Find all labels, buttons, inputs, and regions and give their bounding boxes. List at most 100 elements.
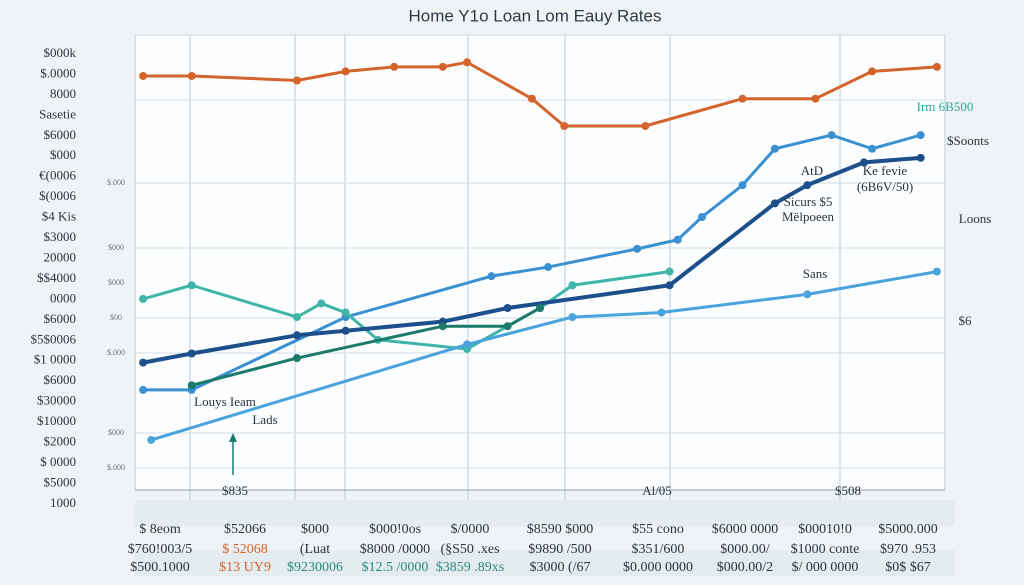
table-cell: $0$ $67: [885, 560, 931, 575]
annotation: (6B6V/50): [857, 179, 913, 194]
point: [803, 290, 812, 299]
table-cell: $760!003/5: [128, 542, 193, 557]
point: [341, 67, 350, 76]
point: [738, 181, 747, 190]
point: [438, 322, 447, 331]
table-cell: $55 cono: [632, 522, 684, 537]
annotation: Al/05: [642, 483, 672, 498]
table-cell: $ 52068: [222, 542, 268, 557]
inner-label: $.000: [107, 463, 125, 472]
point: [665, 267, 674, 276]
table-cell: $9890 /500: [528, 542, 591, 557]
y-label: $3000: [44, 229, 77, 244]
point: [139, 71, 148, 80]
table-cell: $0.000 0000: [623, 560, 693, 575]
point: [544, 263, 553, 272]
table-cell: $9230006: [287, 560, 343, 575]
table-cell: $351/600: [632, 542, 685, 557]
y-label: €(0006: [39, 168, 76, 183]
y-label: $000k: [44, 45, 77, 60]
point: [341, 308, 350, 317]
point: [187, 71, 196, 80]
inner-label: $000: [108, 243, 124, 252]
point: [536, 304, 544, 312]
point: [932, 62, 941, 71]
annotation: Ke fevie: [863, 163, 908, 178]
annotation: $508: [835, 483, 861, 498]
y-label: $1 0000: [34, 352, 76, 367]
point: [527, 94, 536, 103]
annotation: Sicurs $5: [784, 194, 833, 209]
point: [827, 131, 836, 140]
point: [293, 76, 301, 85]
annotation: $835: [222, 483, 248, 498]
table-cell: $8000 /0000: [360, 542, 430, 557]
table-cell: $970 .953: [880, 542, 936, 557]
table-cell: $000: [301, 522, 329, 537]
table-cell: $6000 0000: [712, 522, 779, 537]
table-cell: $3859 .89xs: [436, 560, 504, 575]
point: [916, 153, 925, 162]
point: [187, 281, 196, 290]
point: [770, 199, 779, 208]
y-label: Sasetie: [39, 106, 76, 121]
point: [293, 331, 301, 340]
table-cell: $5000.000: [878, 522, 938, 537]
y-label: $5000: [44, 474, 77, 489]
inner-label: $.000: [107, 348, 125, 357]
inner-label: $000: [108, 428, 124, 437]
table-cell: $12.5 /0000: [362, 560, 429, 575]
table-cell: $000.00/: [720, 542, 770, 557]
table-cell: $/0000: [451, 522, 490, 537]
table-cell: $52066: [224, 522, 266, 537]
point: [438, 62, 447, 71]
table-cell: (Luat: [300, 542, 330, 557]
point: [463, 340, 472, 349]
point: [568, 281, 577, 290]
point: [868, 144, 877, 153]
y-label: $6000: [44, 127, 77, 142]
table-cell: $1000 conte: [791, 542, 860, 557]
point: [503, 304, 512, 312]
annotation: Lads: [252, 412, 277, 427]
y-label: $10000: [37, 413, 76, 428]
point: [811, 94, 820, 103]
inner-label: $.000: [107, 178, 125, 187]
point: [568, 313, 577, 322]
y-label: 1000: [50, 495, 76, 510]
point: [868, 67, 877, 76]
annotation: Sans: [803, 266, 828, 281]
y-label: $30000: [37, 393, 76, 408]
point: [317, 299, 326, 308]
point: [139, 294, 148, 303]
annotation: $Soonts: [947, 133, 989, 148]
point: [147, 435, 156, 444]
point: [293, 354, 301, 363]
annotation: Louys Ieam: [194, 394, 256, 409]
annotation: $6: [959, 313, 973, 328]
table-cell: $/ 000 0000: [792, 560, 859, 575]
table-cell: $500.1000: [130, 560, 190, 575]
arrow-head: [229, 433, 237, 442]
y-label: $000: [50, 147, 76, 162]
y-label: $6000: [44, 311, 77, 326]
point: [503, 322, 512, 331]
point: [657, 308, 666, 317]
table-cell: $000!0os: [369, 522, 421, 537]
y-label: 0000: [50, 290, 76, 305]
point: [698, 213, 706, 221]
point: [390, 62, 399, 71]
y-label: 8000: [50, 86, 76, 101]
point: [187, 349, 196, 358]
annotation: Loons: [959, 211, 992, 226]
point: [803, 181, 812, 190]
point: [673, 235, 682, 244]
y-label: $5$0006: [31, 331, 77, 346]
table-cell: $00010!0: [798, 522, 852, 537]
point: [665, 281, 674, 290]
table-cell: $13 UY9: [219, 560, 271, 575]
point: [187, 381, 196, 390]
point: [860, 158, 868, 167]
table-cell: $000.00/2: [717, 560, 773, 575]
